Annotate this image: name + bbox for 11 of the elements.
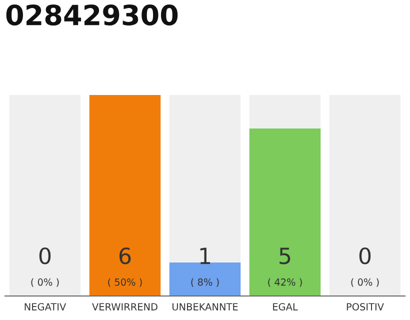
- data-label: 1 ( 8% ): [191, 248, 219, 287]
- data-label: 0 ( 0% ): [31, 247, 59, 287]
- x-tick-label: NEGATIV: [24, 303, 66, 310]
- x-tick-label: UNBEKANNTE: [172, 303, 238, 310]
- data-label: 0 ( 0% ): [351, 247, 379, 287]
- chart-title: 028429300: [6, 4, 178, 26]
- x-tick-label: VERWIRREND: [92, 303, 158, 310]
- x-tick-label: POSITIV: [346, 303, 384, 310]
- x-tick-label: EGAL: [273, 303, 298, 310]
- data-label: 6 ( 50% ): [108, 247, 142, 287]
- data-label: 5 ( 42% ): [268, 248, 302, 287]
